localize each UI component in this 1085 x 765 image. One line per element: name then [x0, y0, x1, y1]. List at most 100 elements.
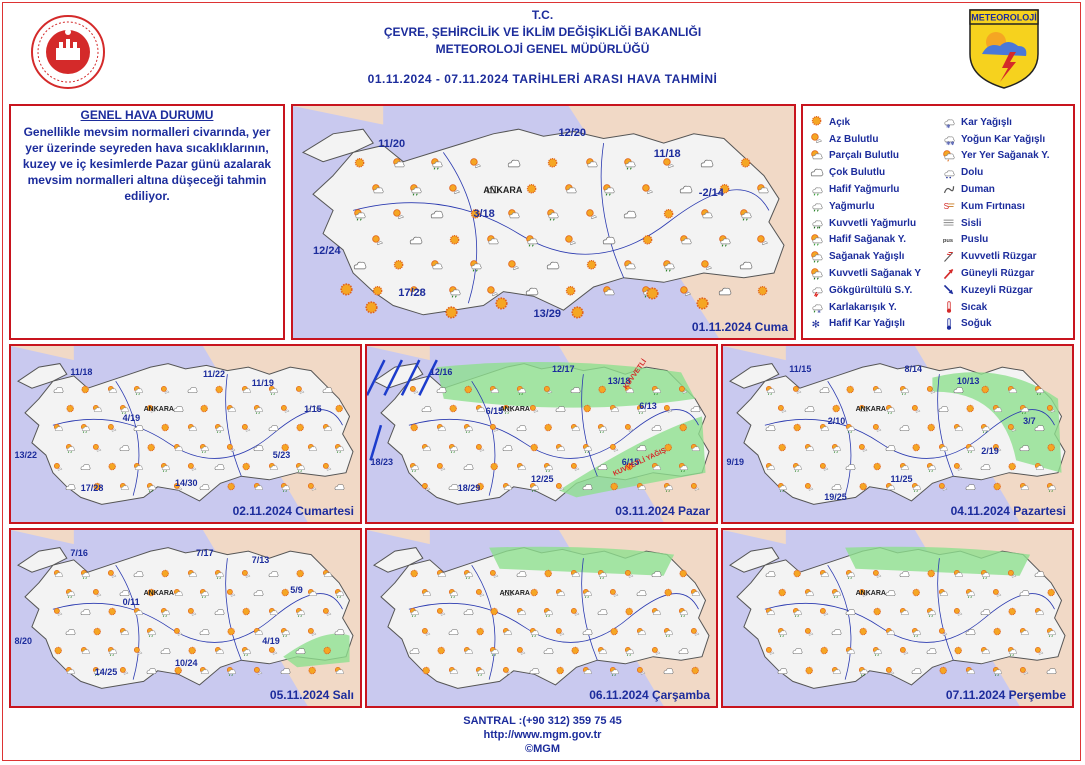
- sun-small-cloud-icon: [765, 646, 776, 657]
- snow-icon: ✻: [941, 115, 957, 131]
- sun-icon: [644, 286, 662, 304]
- map-date-label: 02.11.2024 Cumartesi: [232, 504, 354, 518]
- sun-small-cloud-icon: [679, 285, 693, 299]
- sun-small-cloud-icon: [911, 404, 922, 415]
- shower-icon: [409, 462, 420, 473]
- sun-small-cloud-icon: [307, 627, 318, 638]
- temperature-label: 11/18: [653, 147, 681, 160]
- sun-icon: [739, 157, 753, 171]
- shower-icon: [663, 482, 674, 493]
- map-day-4: ANKARA 11/15 8/14 10/13 2/10 3/7 2/19 9/19 11/25…: [721, 344, 1074, 524]
- sun-cloud-icon: [268, 607, 279, 618]
- sun-small-cloud-icon: [226, 588, 237, 599]
- sun-small-cloud-icon: [187, 462, 198, 473]
- temperature-label: 3/18: [473, 208, 495, 221]
- sun-cloud-icon: [885, 482, 896, 493]
- cloud-icon: [187, 385, 198, 396]
- sun-cloud-icon: [555, 588, 566, 599]
- sun-cloud-icon: [1019, 482, 1030, 493]
- cloud-icon: [295, 646, 306, 657]
- turkey-map: [11, 530, 360, 706]
- svg-text:S: S: [944, 202, 950, 211]
- city-label-ankara: ANKARA: [143, 405, 174, 413]
- shower-icon: [430, 157, 444, 171]
- shower-icon: [980, 569, 991, 580]
- temperature-label: 6/15: [621, 456, 640, 467]
- temperature-label: 12/17: [551, 363, 575, 374]
- shower-icon: [295, 607, 306, 618]
- cloud-icon: [119, 443, 130, 454]
- sun-small-cloud-icon: [555, 482, 566, 493]
- cloud-icon: [119, 588, 130, 599]
- sun-cloud-icon: [334, 666, 345, 677]
- cloud-icon: [1019, 443, 1030, 454]
- sun-cloud-icon: [502, 627, 513, 638]
- temperature-label: 12/20: [558, 126, 587, 139]
- cloud-icon: [582, 627, 593, 638]
- sun-icon: [493, 296, 511, 314]
- legend-label: Hafif Sağanak Y.: [829, 234, 907, 246]
- sun-small-cloud-icon: [624, 423, 635, 434]
- sun-icon: [597, 385, 608, 396]
- sun-small-cloud-icon: [146, 404, 157, 415]
- sun-icon: [107, 607, 118, 618]
- shower-icon: [582, 588, 593, 599]
- sun-small-cloud-icon: [636, 666, 647, 677]
- legend-item-light-rain: Hafif Yağmurlu: [809, 181, 921, 198]
- svg-text:✻: ✻: [950, 141, 954, 146]
- local-shower-icon: [941, 149, 957, 163]
- sun-cloud-icon: [1007, 385, 1018, 396]
- sun-small-cloud-icon: [1034, 646, 1045, 657]
- sun-small-cloud-icon: [609, 588, 620, 599]
- sun-small-cloud-icon: [1007, 569, 1018, 580]
- sun-small-cloud-icon: [570, 607, 581, 618]
- sun-cloud-icon: [475, 404, 486, 415]
- shower-icon: [602, 183, 616, 197]
- sun-small-cloud-icon: [804, 627, 815, 638]
- temperature-label: 14/30: [175, 478, 198, 488]
- legend-label: Hafif Yağmurlu: [829, 184, 900, 196]
- sun-icon: [469, 208, 483, 222]
- sun-icon: [295, 569, 306, 580]
- legend-column-left: Açık Az Bulutlu Parçalı Bulutlu Çok Bulutlu…: [809, 114, 921, 332]
- meteoroloji-logo-icon: METEOROLOJİ: [969, 9, 1039, 89]
- legend-item-thunder: Gökgürültülü S.Y.: [809, 282, 921, 299]
- sun-cloud-icon: [819, 569, 830, 580]
- shower-icon: [792, 607, 803, 618]
- shower-icon: [609, 666, 620, 677]
- header-forecast-range: 01.11.2024 - 07.11.2024 TARİHLERİ ARASI …: [367, 72, 718, 86]
- legend-item-cold: Soğuk: [941, 316, 1050, 333]
- sun-cloud-icon: [421, 443, 432, 454]
- sun-icon: [858, 627, 869, 638]
- cloud-icon: [663, 666, 674, 677]
- cloud-icon: [651, 423, 662, 434]
- thunder-icon: [809, 283, 825, 298]
- sun-small-cloud-icon: [107, 423, 118, 434]
- sun-cloud-icon: [555, 443, 566, 454]
- cloud-icon: [980, 607, 991, 618]
- sun-cloud-icon: [899, 462, 910, 473]
- temperature-label: 14/25: [94, 667, 118, 678]
- legend-item-strong-wind: Kuvvetli Rüzgar: [941, 248, 1050, 265]
- sun-icon: [1007, 462, 1018, 473]
- sun-cloud-icon: [609, 404, 620, 415]
- shower-icon: [739, 208, 753, 222]
- sun-icon: [872, 462, 883, 473]
- sun-cloud-icon: [831, 666, 842, 677]
- shower-icon: [409, 183, 423, 197]
- shower-icon: [597, 423, 608, 434]
- sun-cloud-icon: [845, 646, 856, 657]
- sun-small-cloud-icon: [555, 627, 566, 638]
- sun-small-cloud-icon: [280, 404, 291, 415]
- sun-cloud-icon: [938, 588, 949, 599]
- cloud-icon: [65, 482, 76, 493]
- footer-website-link[interactable]: http://www.mgm.gov.tr: [483, 729, 602, 741]
- shower-icon: [926, 462, 937, 473]
- shower-icon: [529, 482, 540, 493]
- general-weather-title: GENEL HAVA DURUMU: [80, 108, 214, 122]
- cloud-icon: [765, 423, 776, 434]
- cloud-icon: [146, 666, 157, 677]
- legend-item-heavy-shower: Kuvvetli Sağanak Y: [809, 265, 921, 282]
- sun-icon: [80, 385, 91, 396]
